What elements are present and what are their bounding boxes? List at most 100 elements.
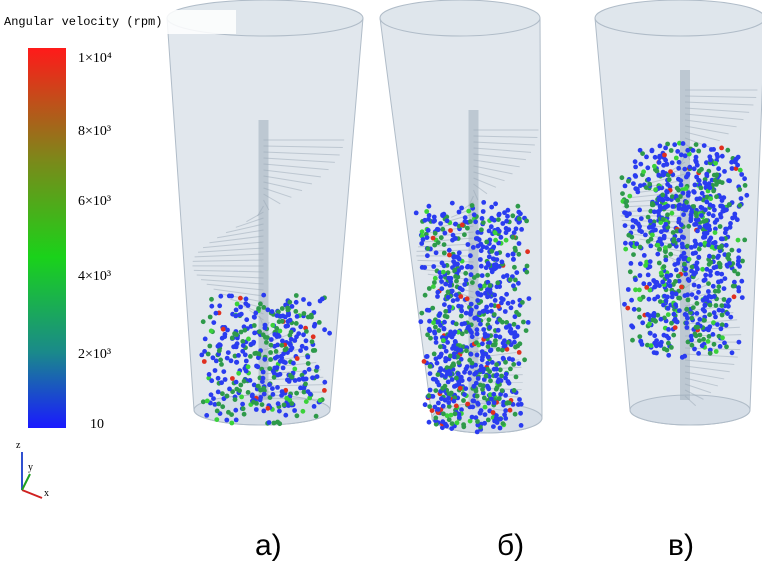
particle xyxy=(699,186,704,191)
particle xyxy=(673,302,678,307)
particle xyxy=(500,260,505,265)
particle xyxy=(487,254,492,259)
particle xyxy=(644,185,649,190)
particle xyxy=(304,399,309,404)
particle xyxy=(678,229,683,234)
particle xyxy=(638,339,643,344)
particle xyxy=(659,317,664,322)
particle xyxy=(516,361,521,366)
particle xyxy=(516,204,521,209)
particle xyxy=(447,253,452,258)
particle xyxy=(521,320,526,325)
particle xyxy=(708,273,713,278)
particle xyxy=(665,348,670,353)
particle xyxy=(639,216,644,221)
particle xyxy=(469,352,474,357)
colorbar-label: 6×10³ xyxy=(78,194,111,209)
particle xyxy=(205,399,210,404)
particle xyxy=(233,314,238,319)
particle xyxy=(622,302,627,307)
particle xyxy=(240,349,245,354)
particle xyxy=(466,242,471,247)
particle xyxy=(650,148,655,153)
particle xyxy=(432,280,437,285)
particle xyxy=(496,217,501,222)
particle xyxy=(686,193,691,198)
particle xyxy=(481,209,486,214)
particle xyxy=(734,156,739,161)
particle xyxy=(312,404,317,409)
particle xyxy=(496,379,501,384)
particle xyxy=(718,262,723,267)
particle xyxy=(283,413,288,418)
particle xyxy=(696,284,701,289)
particle xyxy=(274,349,279,354)
particle xyxy=(264,340,269,345)
particle xyxy=(209,378,214,383)
particle xyxy=(497,212,502,217)
particle xyxy=(251,341,256,346)
particle xyxy=(667,177,672,182)
particle xyxy=(270,309,275,314)
particle xyxy=(493,230,498,235)
particle xyxy=(203,337,208,342)
particle xyxy=(625,306,630,311)
particle xyxy=(261,293,266,298)
particle xyxy=(459,375,464,380)
particle xyxy=(431,394,436,399)
particle xyxy=(677,296,682,301)
particle xyxy=(475,353,480,358)
particle xyxy=(512,388,517,393)
particle xyxy=(475,273,480,278)
particle xyxy=(327,331,332,336)
particle xyxy=(715,218,720,223)
particle xyxy=(730,350,735,355)
particle xyxy=(715,322,720,327)
particle xyxy=(706,289,711,294)
particle xyxy=(224,418,229,423)
particle xyxy=(714,349,719,354)
particle xyxy=(513,246,518,251)
particle xyxy=(708,196,713,201)
particle xyxy=(257,329,262,334)
particle xyxy=(237,388,242,393)
particle xyxy=(446,295,451,300)
particle xyxy=(441,404,446,409)
particle xyxy=(242,379,247,384)
particle xyxy=(457,210,462,215)
particle xyxy=(633,277,638,282)
particle xyxy=(713,178,718,183)
particle xyxy=(513,345,518,350)
particle xyxy=(461,422,466,427)
particle xyxy=(477,311,482,316)
particle xyxy=(239,312,244,317)
particle xyxy=(493,238,498,243)
particle xyxy=(525,249,530,254)
particle xyxy=(315,365,320,370)
particle xyxy=(441,411,446,416)
particle xyxy=(656,243,661,248)
particle xyxy=(464,348,469,353)
particle xyxy=(424,209,429,214)
particle xyxy=(727,298,732,303)
particle xyxy=(637,228,642,233)
particle xyxy=(267,366,272,371)
particle xyxy=(682,251,687,256)
particle xyxy=(447,369,452,374)
particle xyxy=(491,410,496,415)
particle xyxy=(659,229,664,234)
particle xyxy=(647,225,652,230)
particle xyxy=(629,261,634,266)
particle xyxy=(661,163,666,168)
particle xyxy=(453,274,458,279)
particle xyxy=(448,228,453,233)
particle xyxy=(727,202,732,207)
particle xyxy=(305,355,310,360)
particle xyxy=(510,213,515,218)
particle xyxy=(682,354,687,359)
particle xyxy=(623,184,628,189)
particle xyxy=(426,228,431,233)
particle xyxy=(652,285,657,290)
particle xyxy=(660,280,665,285)
particle xyxy=(648,219,653,224)
